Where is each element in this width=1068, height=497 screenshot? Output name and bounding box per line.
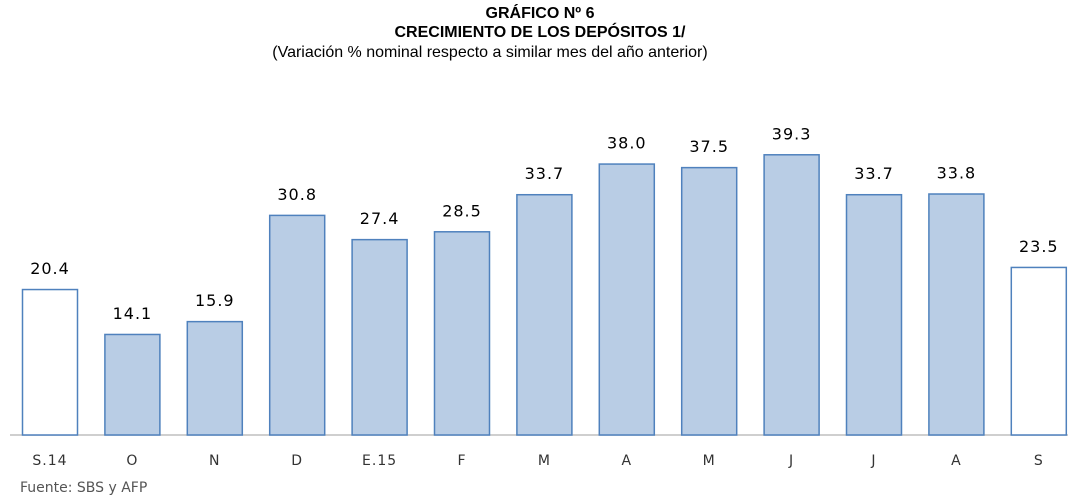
data-label: 37.5 (689, 137, 729, 156)
data-label: 38.0 (607, 134, 647, 153)
bar (680, 166, 738, 436)
bar (845, 193, 903, 436)
bar (186, 320, 244, 436)
bar (516, 193, 573, 436)
data-label: 33.7 (854, 164, 894, 183)
data-label: 30.8 (277, 185, 317, 204)
x-tick-label: S (1034, 453, 1044, 469)
chart-subtitle: (Variación % nominal respecto a similar … (272, 44, 707, 61)
x-tick-label: A (622, 453, 633, 469)
x-tick-label: J (870, 453, 876, 469)
x-tick-label: J (788, 453, 794, 469)
x-tick-label: A (951, 453, 962, 469)
chart-title: GRÁFICO Nº 6 (486, 3, 595, 22)
x-tick-label: S.14 (32, 453, 67, 469)
data-label: 15.9 (195, 291, 235, 310)
data-label: 33.7 (525, 164, 565, 183)
bar (598, 163, 656, 436)
bar (928, 193, 985, 436)
bar (351, 238, 408, 436)
data-label: 23.5 (1019, 237, 1059, 256)
bar (763, 154, 820, 436)
bar (1010, 266, 1068, 436)
x-tick-label: M (703, 453, 716, 469)
x-tick-label: M (538, 453, 551, 469)
bar (268, 214, 326, 436)
data-label: 14.1 (113, 304, 153, 323)
x-tick-label: O (126, 453, 138, 469)
data-label: 20.4 (30, 259, 70, 278)
x-tick-label: E.15 (362, 453, 397, 469)
data-label: 27.4 (360, 209, 400, 228)
source-note: Fuente: SBS y AFP (20, 480, 147, 496)
data-label: 39.3 (772, 124, 812, 143)
x-tick-label: N (209, 453, 220, 469)
bar (433, 231, 491, 436)
bar (104, 333, 161, 436)
bar (21, 288, 79, 436)
x-tick-label: D (291, 453, 303, 469)
chart-subtitle: CRECIMIENTO DE LOS DEPÓSITOS 1/ (394, 22, 686, 41)
x-tick-label: F (457, 453, 466, 469)
data-label: 33.8 (937, 164, 977, 183)
data-label: 28.5 (442, 201, 482, 220)
